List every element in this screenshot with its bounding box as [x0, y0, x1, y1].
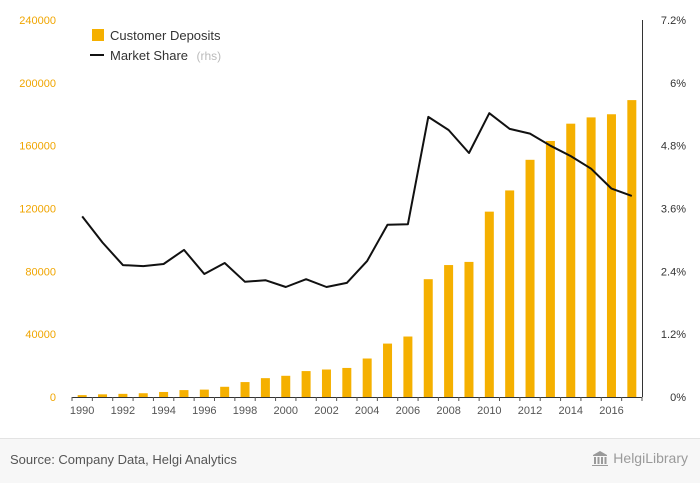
x-tick-label: 1996: [192, 405, 216, 417]
bar-1999: [260, 378, 270, 397]
chart: 0 40000 80000 120000 160000 200000 240000 0% 1.2…: [19, 15, 686, 417]
bar-2001: [301, 371, 311, 397]
y-right-tick-label: 7.2%: [661, 15, 686, 27]
x-tick-label: 2008: [436, 405, 460, 417]
bar-series: [77, 100, 637, 398]
bar-2012: [525, 159, 535, 397]
y-right-tick-label: 2.4%: [661, 266, 686, 278]
axes: [71, 20, 643, 401]
x-tick-label: 2000: [274, 405, 298, 417]
bar-2010: [484, 211, 494, 397]
y-left-tick-label: 80000: [25, 266, 56, 278]
x-tick-label: 2016: [599, 405, 623, 417]
bar-2002: [321, 369, 331, 397]
x-tick-label: 2012: [518, 405, 542, 417]
bar-2009: [464, 261, 474, 397]
bar-2007: [423, 279, 433, 397]
y-left-tick-label: 160000: [19, 141, 56, 153]
bar-1990: [77, 395, 87, 397]
bar-1998: [240, 382, 250, 397]
bar-2015: [586, 117, 596, 398]
y-right-tick-label: 0%: [670, 392, 686, 404]
brand-logo[interactable]: HelgiLibrary: [591, 449, 688, 467]
bar-2006: [403, 336, 413, 397]
x-tick-label: 2006: [396, 405, 420, 417]
y-left-tick-label: 40000: [25, 329, 56, 341]
line-series: [81, 112, 633, 288]
x-tick-label: 1998: [233, 405, 257, 417]
bar-1997: [220, 386, 230, 397]
y-left-tick-label: 200000: [19, 78, 56, 90]
bar-2003: [342, 367, 352, 397]
y-right-tick-label: 4.8%: [661, 141, 686, 153]
bar-2017: [627, 100, 637, 398]
bar-1991: [98, 394, 108, 397]
legend-label-market-share: Market Share (rhs): [110, 47, 221, 64]
bar-2000: [281, 375, 291, 397]
legend-label-deposits: Customer Deposits: [110, 28, 221, 43]
y-right-tick-label: 1.2%: [661, 329, 686, 341]
bar-2005: [383, 343, 393, 397]
legend-label-market-share-suffix: (rhs): [197, 49, 222, 63]
y-right-tick-label: 3.6%: [661, 204, 686, 216]
legend: Customer Deposits Market Share (rhs): [90, 28, 221, 64]
x-tick-label: 1994: [151, 405, 175, 417]
legend-swatch-deposits: [92, 29, 104, 41]
x-tick-label: 1990: [70, 405, 94, 417]
bar-2014: [566, 123, 576, 398]
tick-labels: 0 40000 80000 120000 160000 200000 240000 0% 1.2…: [19, 15, 686, 417]
y-left-tick-label: 0: [50, 392, 56, 404]
x-tick-label: 2002: [314, 405, 338, 417]
library-building-icon: [592, 451, 609, 466]
y-right-tick-label: 6%: [670, 78, 686, 90]
market-share-line: [81, 112, 633, 288]
x-tick-label: 1992: [111, 405, 135, 417]
bar-1992: [118, 393, 128, 397]
bar-1994: [159, 391, 169, 397]
bar-2016: [606, 114, 616, 397]
bar-2011: [505, 190, 515, 397]
bar-2008: [444, 265, 454, 397]
bar-2004: [362, 358, 372, 397]
bar-1995: [179, 390, 189, 397]
x-tick-label: 2014: [559, 405, 583, 417]
y-left-tick-label: 240000: [19, 15, 56, 27]
x-tick-label: 2004: [355, 405, 379, 417]
bar-1993: [138, 393, 148, 397]
legend-label-market-share-text: Market Share: [110, 48, 188, 63]
bar-2013: [545, 140, 555, 397]
bar-1996: [199, 389, 209, 397]
source-note: Source: Company Data, Helgi Analytics: [10, 452, 237, 467]
x-tick-label: 2010: [477, 405, 501, 417]
brand-name: HelgiLibrary: [613, 450, 688, 466]
y-left-tick-label: 120000: [19, 204, 56, 216]
footer: Source: Company Data, Helgi Analytics He…: [0, 438, 700, 483]
